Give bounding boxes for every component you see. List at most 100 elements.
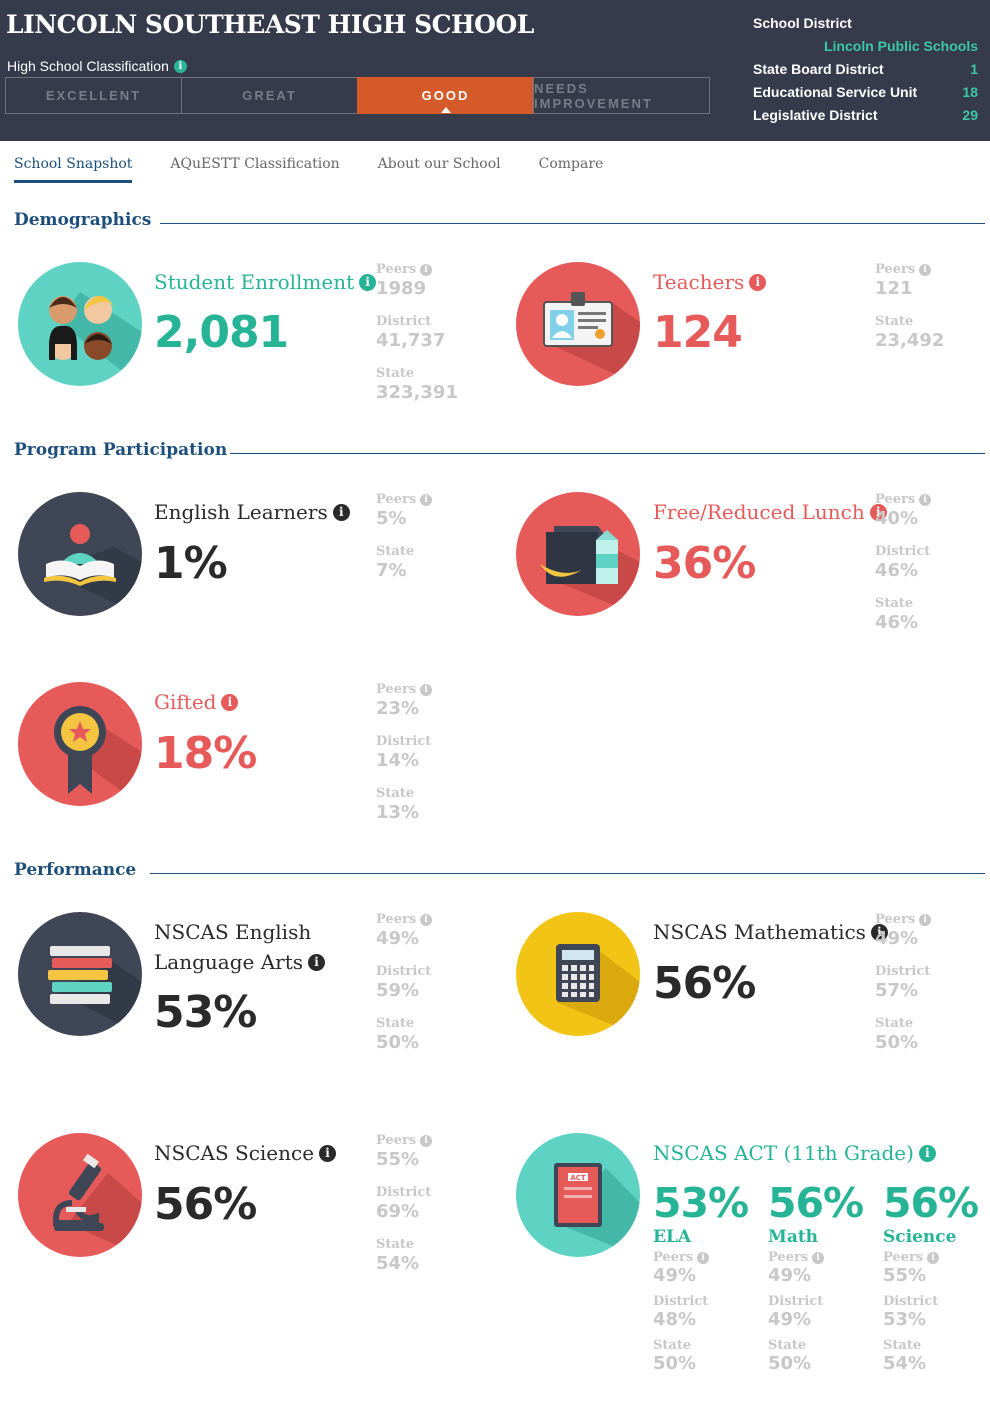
info-icon[interactable]: i: [420, 1135, 433, 1147]
info-icon[interactable]: i: [869, 503, 887, 521]
rating-good[interactable]: GOOD: [357, 77, 534, 114]
info-icon[interactable]: i: [420, 914, 433, 926]
cmp-value-district: 14%: [376, 750, 420, 771]
info-icon[interactable]: i: [918, 1144, 936, 1162]
info-icon[interactable]: i: [919, 264, 932, 276]
cmp-label-peers: Peers: [768, 1250, 809, 1265]
enrollment-label-text: Student Enrollment: [154, 270, 355, 294]
math-label-text: NSCAS Mathematics: [653, 920, 866, 944]
info-icon[interactable]: i: [919, 914, 932, 926]
school-name: LINCOLN SOUTHEAST HIGH SCHOOL: [6, 10, 534, 39]
rating-excellent[interactable]: EXCELLENT: [5, 77, 182, 114]
cmp-value-peers: 49%: [768, 1265, 812, 1286]
info-icon[interactable]: i: [697, 1251, 710, 1264]
gifted-comparisons: Peers i 23% District 14% State 13%: [376, 682, 486, 838]
cmp-value-district: 49%: [768, 1309, 812, 1330]
info-icon[interactable]: i: [870, 923, 888, 941]
info-icon[interactable]: i: [927, 1251, 940, 1264]
legislative-label: Legislative District: [753, 107, 878, 123]
rating-great[interactable]: GREAT: [181, 77, 358, 114]
info-icon[interactable]: i: [812, 1251, 825, 1264]
section-title-program-participation: Program Participation: [14, 440, 228, 460]
cmp-value-peers: 5%: [376, 508, 407, 529]
esu-value: 18: [962, 84, 978, 100]
cmp-label-district: District: [376, 734, 432, 749]
calculator-icon: [516, 912, 640, 1036]
cmp-value-state: 46%: [875, 612, 919, 633]
teachers-value: 124: [653, 307, 743, 358]
cmp-value-state: 54%: [883, 1353, 927, 1374]
svg-text:ACT: ACT: [570, 1174, 586, 1182]
cmp-label-state: State: [376, 1237, 415, 1252]
tab-aquestt-classification[interactable]: AQuESTT Classification: [170, 156, 340, 172]
science-comparisons: Peers i 55% District 69% State 54%: [376, 1133, 486, 1289]
school-district-link[interactable]: Lincoln Public Schools: [823, 38, 978, 54]
info-icon[interactable]: i: [319, 1144, 337, 1162]
microscope-icon: [18, 1133, 142, 1257]
math-label: NSCAS Mathematics i: [653, 917, 888, 947]
act-column-ela: 53% ELA Peers i 49% District 48% State 50…: [653, 1180, 768, 1382]
cmp-value-peers: 55%: [376, 1149, 420, 1170]
info-icon[interactable]: i: [420, 494, 433, 506]
cmp-value-district: 46%: [875, 560, 919, 581]
teachers-label-text: Teachers: [653, 270, 745, 294]
cmp-label-district: District: [376, 314, 432, 329]
english-learners-value: 1%: [154, 538, 228, 589]
info-icon[interactable]: i: [308, 953, 325, 971]
lunch-bag-icon: [516, 492, 640, 616]
act-math-value: 56%: [768, 1179, 864, 1227]
tab-compare[interactable]: Compare: [538, 156, 604, 172]
enrollment-label: Student Enrollment i: [154, 267, 377, 297]
gifted-label-text: Gifted: [154, 690, 217, 714]
info-icon[interactable]: i: [359, 273, 377, 291]
info-icon[interactable]: i: [420, 684, 433, 696]
section-divider: [230, 453, 985, 454]
info-icon[interactable]: i: [332, 503, 350, 521]
cmp-label-district: District: [875, 544, 931, 559]
act-ela-name: ELA: [653, 1227, 692, 1247]
enrollment-comparisons: Peers i 1989 District 41,737 State 323,39…: [376, 262, 486, 418]
info-icon[interactable]: i: [420, 264, 433, 276]
books-stack-icon: [18, 912, 142, 1036]
act-booklet-icon: ACT: [516, 1133, 640, 1257]
tab-about-our-school[interactable]: About our School: [377, 156, 501, 172]
cmp-value-state: 13%: [376, 802, 420, 823]
act-math-name: Math: [768, 1227, 819, 1247]
cmp-label-district: District: [376, 964, 432, 979]
info-icon[interactable]: i: [919, 494, 932, 506]
act-label-text: NSCAS ACT (11th Grade): [653, 1141, 914, 1165]
cmp-value-state: 50%: [653, 1353, 697, 1374]
esu-label: Educational Service Unit: [753, 84, 918, 100]
cmp-value-peers: 49%: [376, 928, 420, 949]
english-learners-label-text: English Learners: [154, 500, 328, 524]
info-icon[interactable]: i: [221, 693, 239, 711]
cmp-label-district: District: [875, 964, 931, 979]
info-icon[interactable]: i: [173, 59, 187, 73]
rating-needs-improvement[interactable]: NEEDS IMPROVEMENT: [533, 77, 710, 114]
section-divider: [150, 873, 985, 874]
school-district-label: School District: [753, 15, 852, 31]
cmp-value-peers: 121: [875, 278, 913, 299]
free-reduced-lunch-value: 36%: [653, 538, 756, 589]
cmp-value-state: 7%: [376, 560, 407, 581]
cmp-label-state: State: [376, 1016, 415, 1031]
act-label: NSCAS ACT (11th Grade) i: [653, 1138, 936, 1168]
cmp-label-district: District: [376, 1185, 432, 1200]
tab-school-snapshot[interactable]: School Snapshot: [14, 156, 133, 183]
id-badge-icon: [516, 262, 640, 386]
cmp-label-state: State: [376, 786, 415, 801]
free-reduced-lunch-label-text: Free/Reduced Lunch: [653, 500, 865, 524]
cmp-label-peers: Peers: [376, 262, 417, 277]
classification-text: High School Classification: [7, 58, 169, 74]
legislative-value: 29: [962, 107, 978, 123]
cmp-value-peers: 49%: [653, 1265, 697, 1286]
cmp-label-peers: Peers: [875, 492, 916, 507]
cmp-value-district: 57%: [875, 980, 919, 1001]
cmp-label-peers: Peers: [376, 912, 417, 927]
cmp-value-peers: 1989: [376, 278, 427, 299]
cmp-value-district: 59%: [376, 980, 420, 1001]
info-icon[interactable]: i: [749, 273, 767, 291]
cmp-label-state: State: [376, 544, 415, 559]
cmp-label-state: State: [653, 1338, 692, 1353]
act-ela-value: 53%: [653, 1179, 749, 1227]
